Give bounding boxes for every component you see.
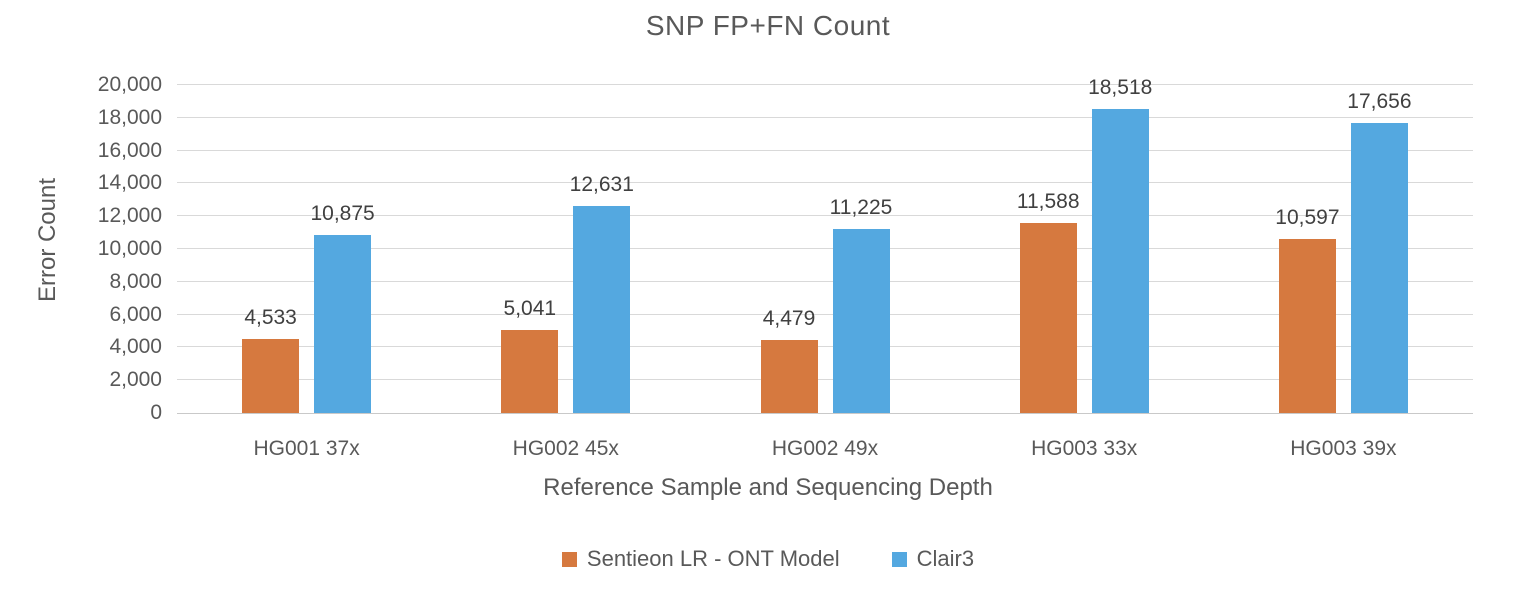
legend-swatch-icon: [891, 551, 907, 567]
bar-sentieon-lr-ont-model-hg002-49x: [760, 339, 818, 413]
x-tick-label-hg003-39x: HG003 39x: [1290, 437, 1397, 460]
x-axis-title: Reference Sample and Sequencing Depth: [543, 474, 993, 501]
legend-label: Clair3: [916, 546, 975, 571]
gridline-20000: [177, 84, 1473, 85]
x-tick-label-hg003-33x: HG003 33x: [1031, 437, 1138, 460]
x-tick-label-hg002-49x: HG002 49x: [771, 437, 879, 460]
y-tick-label-16000: 16,000: [97, 138, 162, 162]
data-label-clair3-hg003-39x: 17,656: [1347, 90, 1412, 114]
data-label-clair3-hg003-33x: 18,518: [1088, 76, 1153, 100]
legend: Sentieon LR - ONT Model Clair3: [0, 546, 1536, 572]
gridline-12000: [177, 215, 1473, 217]
y-tick-label-2000: 2,000: [109, 368, 162, 392]
y-tick-label-4000: 4,000: [109, 335, 162, 359]
legend-label: Sentieon LR - ONT Model: [586, 546, 840, 571]
data-label-clair3-hg002-49x: 11,225: [829, 195, 893, 219]
y-tick-label-6000: 6,000: [109, 302, 162, 326]
bar-sentieon-lr-ont-model-hg003-33x: [1019, 222, 1077, 413]
gridline-10000: [177, 248, 1473, 249]
bar-clair3-hg003-39x: [1350, 123, 1408, 413]
gridline-6000: [177, 313, 1473, 315]
data-label-clair3-hg002-45x: 12,631: [569, 172, 634, 196]
bar-clair3-hg002-45x: [573, 205, 631, 413]
data-label-sentieon-lr-ont-model-hg002-45x: 5,041: [503, 297, 557, 321]
gridline-18000: [177, 116, 1473, 118]
y-tick-label-0: 0: [150, 401, 162, 424]
y-tick-label-12000: 12,000: [97, 204, 162, 228]
y-tick-label-14000: 14,000: [97, 171, 162, 195]
x-tick-label-hg001-37x: HG001 37x: [253, 437, 360, 460]
x-tick-label-hg002-45x: HG002 45x: [512, 437, 619, 460]
plot-area: 4,533 5,041 4,479 11,588 10,597 10,875 12,631 1…: [177, 76, 1473, 414]
bar-clair3-hg002-49x: [832, 228, 890, 413]
data-label-sentieon-lr-ont-model-hg003-39x: 10,597: [1275, 206, 1340, 230]
gridline-2000: [177, 379, 1473, 381]
bar-sentieon-lr-ont-model-hg002-45x: [501, 330, 559, 413]
legend-item-clair3: Clair3: [891, 546, 975, 572]
bar-clair3-hg001-37x: [314, 234, 372, 413]
data-label-sentieon-lr-ont-model-hg001-37x: 4,533: [244, 305, 297, 329]
legend-swatch-icon: [561, 551, 577, 567]
legend-item-sentieon-lr-ont-model: Sentieon LR - ONT Model: [561, 546, 840, 572]
data-label-sentieon-lr-ont-model-hg002-49x: 4,479: [762, 306, 816, 330]
y-tick-label-18000: 18,000: [97, 105, 162, 129]
gridline-4000: [177, 346, 1473, 348]
gridline-8000: [177, 280, 1473, 282]
chart-title: SNP FP+FN Count: [645, 10, 891, 41]
y-tick-label-8000: 8,000: [109, 269, 162, 293]
y-tick-label-20000: 20,000: [97, 73, 162, 96]
x-axis-line: [177, 413, 1473, 414]
data-label-sentieon-lr-ont-model-hg003-33x: 11,588: [1016, 189, 1080, 213]
bar-sentieon-lr-ont-model-hg001-37x: [242, 338, 300, 413]
y-tick-label-10000: 10,000: [97, 237, 162, 260]
gridline-14000: [177, 182, 1473, 184]
data-label-clair3-hg001-37x: 10,875: [310, 201, 375, 225]
bar-clair3-hg003-33x: [1091, 109, 1149, 413]
bar-sentieon-lr-ont-model-hg003-39x: [1278, 239, 1336, 413]
gridline-16000: [177, 149, 1473, 151]
